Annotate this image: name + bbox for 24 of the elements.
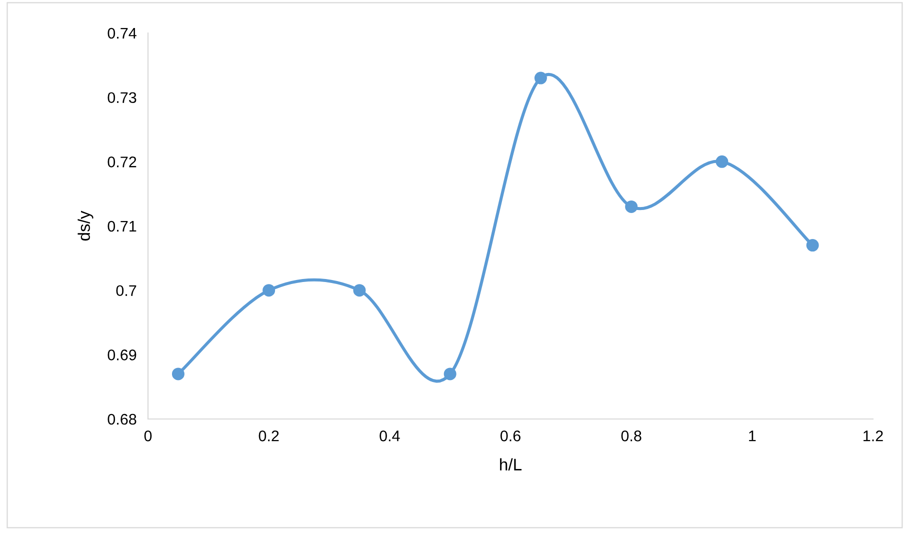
x-tick-label: 1 <box>749 430 756 442</box>
point <box>625 200 638 213</box>
y-tick-label: 0.74 <box>108 28 136 39</box>
x-tick-label: 0.6 <box>500 430 520 442</box>
point <box>262 284 276 297</box>
y-tick-label: 0.72 <box>108 156 136 168</box>
point <box>444 368 456 380</box>
x-axis-title: h/L <box>500 458 522 470</box>
y-tick-label: 0.68 <box>108 414 136 425</box>
y-axis-title: ds/y <box>78 210 94 241</box>
y-tick-label: 0.69 <box>108 350 136 360</box>
point <box>353 284 366 297</box>
point <box>806 239 819 252</box>
x-tick-label: 0.2 <box>258 430 279 442</box>
x-tick-label: 0.8 <box>621 430 642 442</box>
x-tick-label: 0.4 <box>380 430 400 442</box>
point <box>534 72 547 84</box>
x-tick-label: 0 <box>144 430 152 442</box>
point <box>716 155 728 168</box>
x-tick-label: 1.2 <box>864 430 883 442</box>
point <box>172 368 184 380</box>
y-tick-label: 0.71 <box>108 220 136 232</box>
y-tick-label: 0.73 <box>108 92 136 104</box>
y-tick-label: 0.7 <box>116 285 136 296</box>
